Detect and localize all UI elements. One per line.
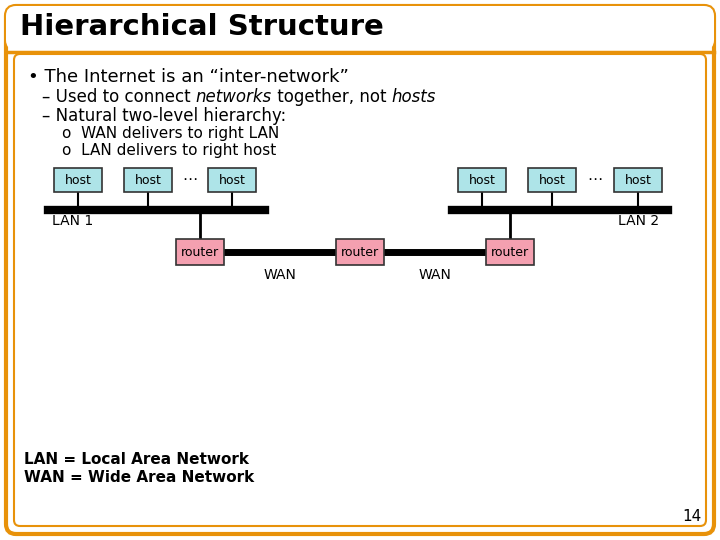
Text: router: router	[181, 246, 219, 259]
FancyBboxPatch shape	[208, 168, 256, 192]
Text: 14: 14	[683, 509, 702, 524]
Text: host: host	[65, 173, 91, 186]
Text: Hierarchical Structure: Hierarchical Structure	[20, 13, 384, 41]
Text: host: host	[219, 173, 246, 186]
Text: together, not: together, not	[272, 88, 392, 106]
FancyBboxPatch shape	[458, 168, 506, 192]
Text: WAN = Wide Area Network: WAN = Wide Area Network	[24, 470, 254, 485]
Text: host: host	[624, 173, 652, 186]
Text: router: router	[491, 246, 529, 259]
Text: router: router	[341, 246, 379, 259]
Text: host: host	[469, 173, 495, 186]
FancyBboxPatch shape	[14, 54, 706, 526]
Text: LAN = Local Area Network: LAN = Local Area Network	[24, 452, 249, 467]
Text: ⋯: ⋯	[588, 172, 603, 187]
FancyBboxPatch shape	[54, 168, 102, 192]
Text: LAN 2: LAN 2	[618, 214, 659, 228]
Text: LAN 1: LAN 1	[52, 214, 94, 228]
FancyBboxPatch shape	[176, 239, 224, 265]
Text: – Natural two-level hierarchy:: – Natural two-level hierarchy:	[42, 107, 287, 125]
Text: WAN: WAN	[418, 268, 451, 282]
Text: host: host	[135, 173, 161, 186]
Text: o  LAN delivers to right host: o LAN delivers to right host	[62, 143, 276, 158]
FancyBboxPatch shape	[528, 168, 576, 192]
FancyBboxPatch shape	[486, 239, 534, 265]
Text: networks: networks	[196, 88, 272, 106]
FancyBboxPatch shape	[614, 168, 662, 192]
Text: WAN: WAN	[264, 268, 297, 282]
FancyBboxPatch shape	[6, 6, 714, 534]
Text: – Used to connect: – Used to connect	[42, 88, 196, 106]
Text: o  WAN delivers to right LAN: o WAN delivers to right LAN	[62, 126, 279, 141]
Text: host: host	[539, 173, 565, 186]
Text: • The Internet is an “inter-network”: • The Internet is an “inter-network”	[28, 68, 349, 86]
Text: hosts: hosts	[392, 88, 436, 106]
FancyBboxPatch shape	[336, 239, 384, 265]
FancyBboxPatch shape	[6, 6, 714, 50]
Text: ⋯: ⋯	[182, 172, 197, 187]
FancyBboxPatch shape	[124, 168, 172, 192]
